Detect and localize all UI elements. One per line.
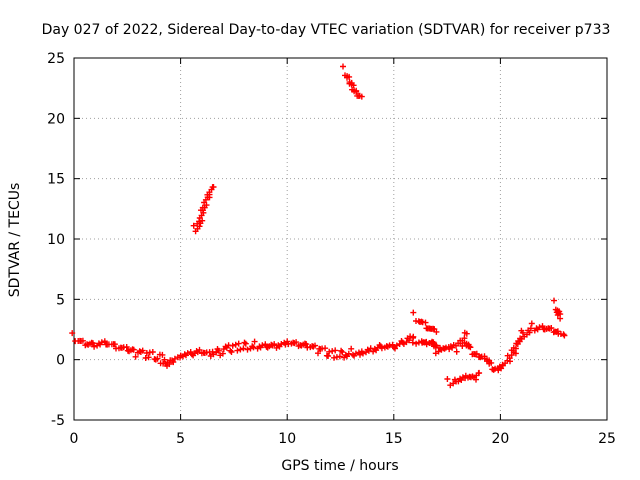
x-axis-label: GPS time / hours	[281, 458, 398, 474]
grid-lines	[74, 58, 607, 420]
x-tick-label: 15	[385, 431, 403, 447]
y-tick-label: -5	[51, 413, 65, 429]
data-points	[69, 63, 568, 389]
y-tick-label: 0	[56, 353, 65, 369]
y-tick-label: 10	[47, 232, 65, 248]
axis-ticks: 0 5 10 15 20 25 -5 0 5 10 15 20 25	[47, 51, 616, 447]
data-point-markers	[69, 63, 568, 389]
x-tick-label: 25	[598, 431, 616, 447]
chart-title: Day 027 of 2022, Sidereal Day-to-day VTE…	[42, 22, 611, 38]
x-tick-label: 5	[176, 431, 185, 447]
y-tick-label: 20	[47, 111, 65, 127]
y-tick-label: 5	[56, 292, 65, 308]
y-axis-label: SDTVAR / TECUs	[7, 183, 23, 298]
x-tick-label: 10	[278, 431, 296, 447]
x-tick-label: 20	[491, 431, 509, 447]
plot-area-border	[73, 57, 608, 421]
y-tick-label: 25	[47, 51, 65, 67]
y-tick-label: 15	[47, 172, 65, 188]
x-tick-label: 0	[70, 431, 79, 447]
